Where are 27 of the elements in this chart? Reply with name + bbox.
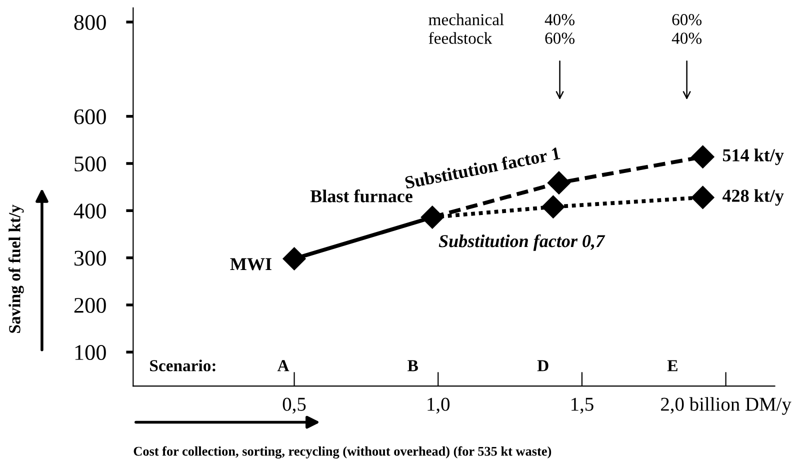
annotation: Scenario:	[150, 360, 216, 372]
y-tick-label: 400	[74, 204, 106, 219]
y-tick-label: 600	[74, 109, 106, 124]
annotation: E	[667, 360, 678, 372]
series-label: Substitution factor 0,7	[438, 234, 606, 251]
annotation: mechanical feedstock	[428, 14, 504, 44]
x-tick-label: 1,5	[572, 398, 594, 414]
data-label: 428 kt/y	[722, 189, 784, 206]
y-tick-label: 800	[74, 14, 106, 30]
annotation: 60% 40%	[672, 14, 702, 44]
y-tick-label: 100	[75, 345, 106, 360]
annotation: B	[408, 360, 418, 372]
annotation: Blast furnace	[310, 189, 412, 202]
x-tick-label: 0,5	[282, 398, 306, 414]
x-tick-label: 1,0	[428, 398, 450, 414]
y-tick-label: 300	[74, 250, 106, 266]
annotation: D	[537, 360, 548, 372]
annotation: A	[277, 360, 290, 372]
y-tick-label: 500	[74, 156, 106, 172]
text: Substitution factor 1	[404, 146, 560, 189]
x-axis-title: Cost for collection, sorting, recycling (without overhead) (for 535 kt waste)	[134, 446, 552, 458]
y-tick-label: 200	[74, 298, 106, 313]
data-label: 514 kt/y	[722, 148, 784, 166]
annotation: 40% 60%	[544, 14, 575, 44]
y-axis-title: Saving of fuel kt/y	[8, 204, 24, 333]
x-tick-label: 2,0 billion DM/y	[661, 397, 792, 415]
annotation: MWI	[230, 258, 272, 270]
